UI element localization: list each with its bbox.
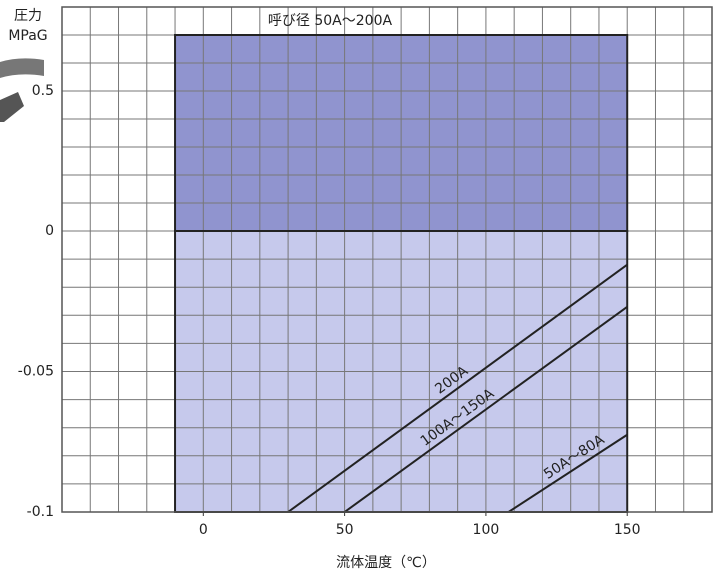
y-axis-label: MPaG bbox=[8, 28, 47, 44]
y-tick-label: -0.1 bbox=[27, 504, 54, 520]
series-line bbox=[344, 306, 628, 513]
x-tick-label: 100 bbox=[473, 522, 500, 538]
y-tick-label: 0.5 bbox=[32, 83, 54, 99]
x-tick-label: 50 bbox=[336, 522, 354, 538]
x-tick-label: 150 bbox=[614, 522, 641, 538]
chart-title: 呼び径 50A～200A bbox=[268, 13, 393, 29]
y-axis-label: 圧力 bbox=[14, 8, 42, 24]
x-tick-label: 0 bbox=[199, 522, 208, 538]
series-line bbox=[287, 263, 628, 513]
x-axis-label: 流体温度（℃） bbox=[336, 555, 436, 571]
y-tick-label: -0.05 bbox=[18, 364, 54, 380]
pipe-photo bbox=[0, 92, 24, 122]
plot-frame bbox=[61, 6, 713, 513]
grid bbox=[62, 6, 712, 513]
series-line bbox=[507, 433, 628, 513]
y-tick-label: 0 bbox=[45, 223, 54, 239]
pipe-photo bbox=[0, 58, 44, 78]
